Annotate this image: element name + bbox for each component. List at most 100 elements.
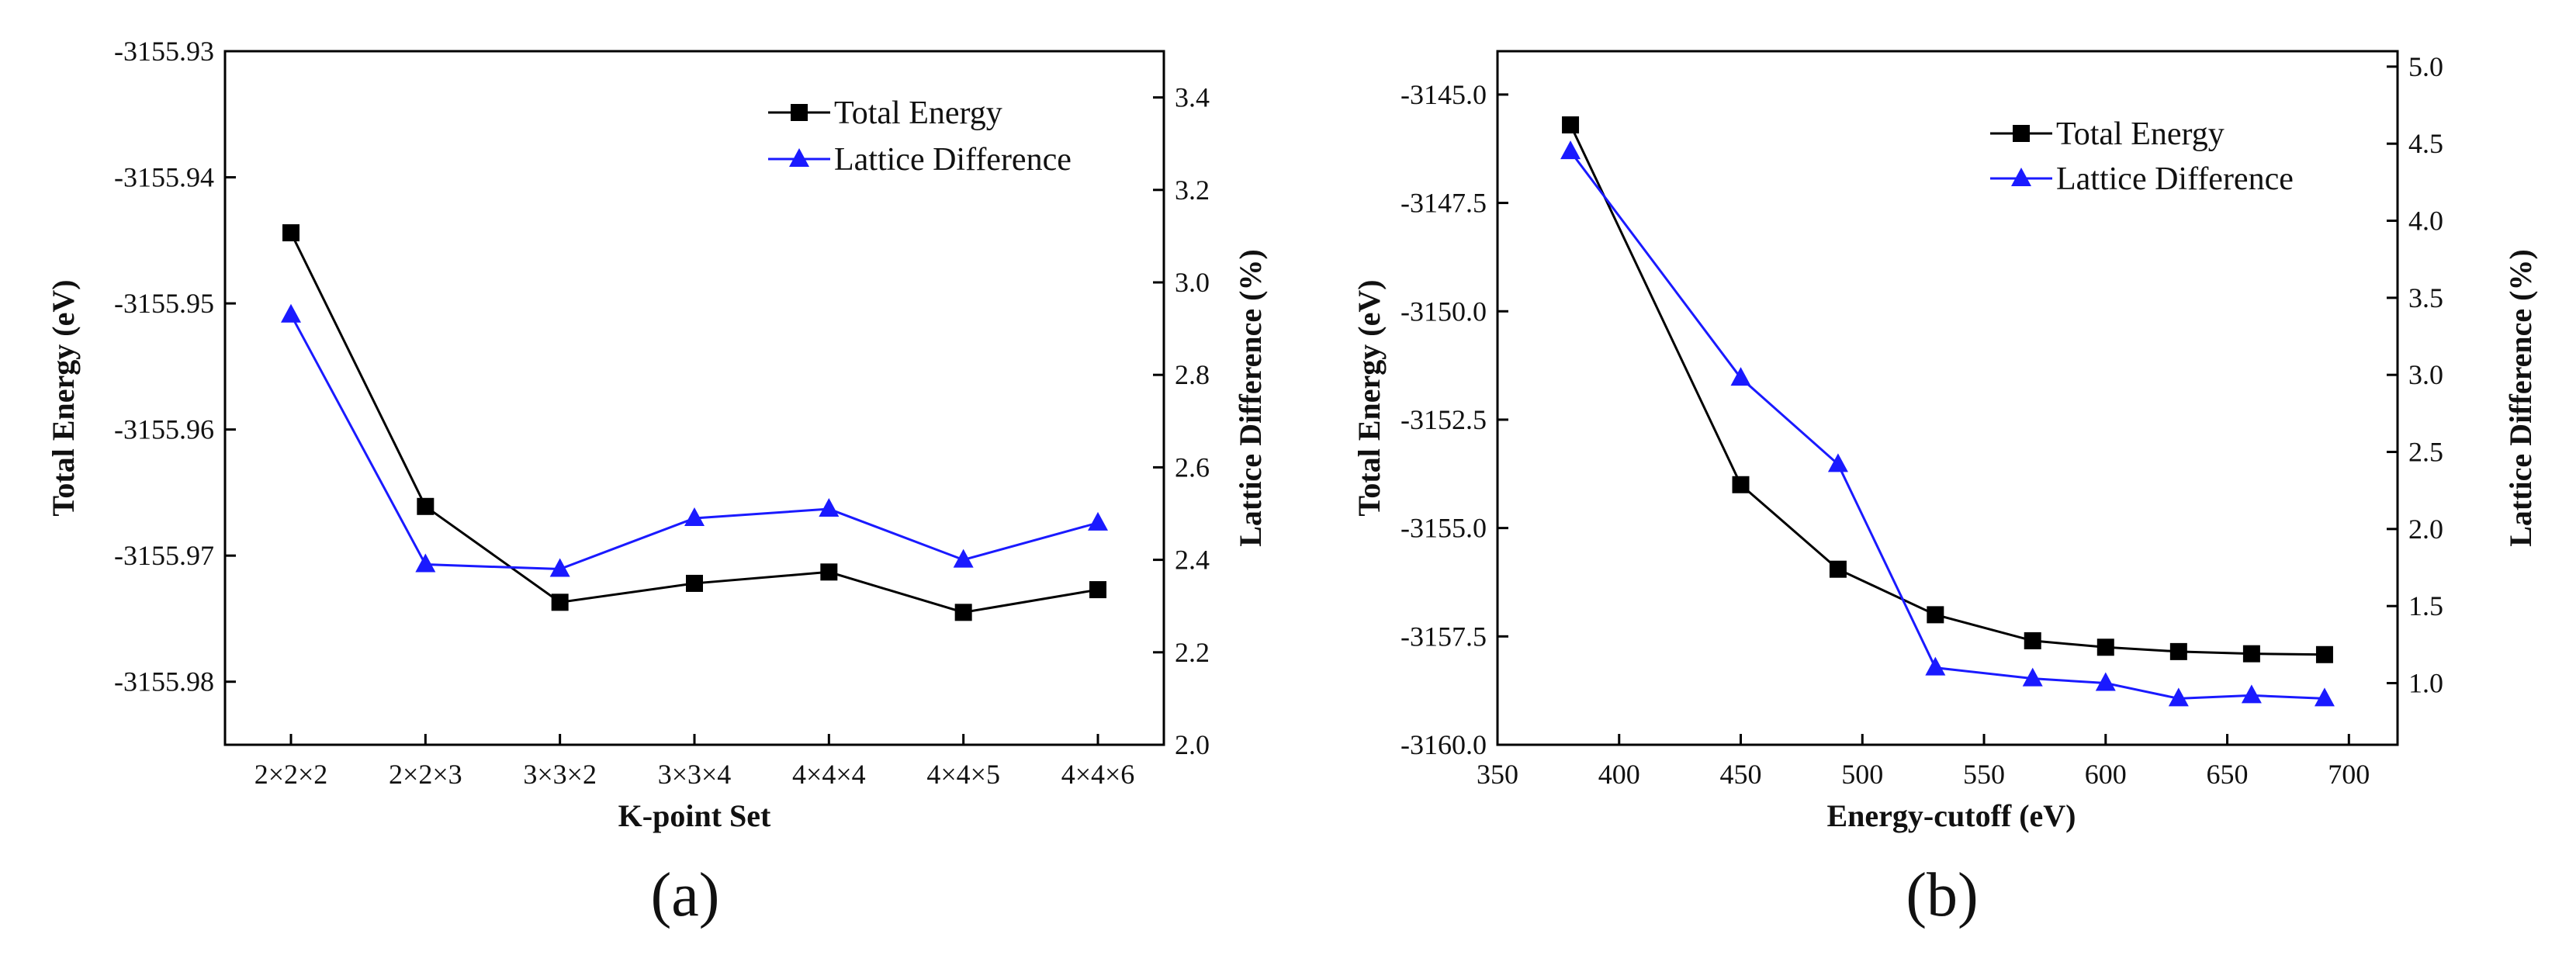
- chart-panel-b: 350 400 450 500 550 600 650 700 -3145.0 -3147.5 -3…: [1352, 50, 2538, 929]
- data-point-lattice-difference: [2168, 687, 2189, 707]
- axis-ticks-b: 350 400 450 500 550 600 650 700 -3145.0 -3147.5 -3…: [1401, 51, 2443, 790]
- y-tick-label-right: 3.0: [1175, 267, 1210, 298]
- data-point-lattice-difference: [953, 548, 974, 568]
- y-tick-label-right: 5.0: [2408, 51, 2443, 82]
- y-tick-label-right: 4.5: [2408, 128, 2443, 159]
- data-point-total-energy: [954, 604, 972, 621]
- x-tick-label: 4×4×6: [1061, 759, 1135, 790]
- legend-label-total-energy-b: Total Energy: [2056, 116, 2225, 152]
- x-tick-label: 700: [2328, 759, 2370, 790]
- data-point-lattice-difference: [2095, 672, 2116, 691]
- y-tick-label-right: 1.0: [2408, 668, 2443, 699]
- plot-frame-b: [1496, 50, 2399, 746]
- y-tick-label-right: 4.0: [2408, 206, 2443, 237]
- y-tick-label-right: 2.2: [1175, 637, 1210, 668]
- y-tick-label-right: 2.4: [1175, 545, 1210, 576]
- y-tick-label-left: -3155.93: [114, 36, 214, 67]
- y-axis-title-left-b: Total Energy (eV): [1352, 279, 1387, 516]
- data-point-total-energy: [820, 563, 838, 581]
- data-point-lattice-difference: [2022, 667, 2043, 687]
- data-point-total-energy: [551, 593, 569, 611]
- data-point-total-energy: [417, 497, 435, 515]
- data-point-total-energy: [2315, 645, 2333, 663]
- series-line-total-energy: [1569, 124, 2325, 656]
- x-axis-title-a: K-point Set: [618, 798, 771, 833]
- y-tick-label-left: -3155.95: [114, 288, 214, 319]
- y-tick-label-left: -3155.94: [114, 162, 214, 193]
- y-tick-label-right: 3.0: [2408, 359, 2443, 390]
- x-tick-label: 4×4×5: [926, 759, 1000, 790]
- x-tick-label: 400: [1598, 759, 1640, 790]
- y-tick-label-right: 1.5: [2408, 590, 2443, 621]
- y-tick-label-left: -3155.96: [114, 414, 214, 445]
- chart-marks-b: [1560, 116, 2335, 707]
- x-tick-label: 500: [1841, 759, 1883, 790]
- y-tick-label-left: -3157.5: [1401, 621, 1487, 652]
- data-point-total-energy: [1829, 560, 1847, 578]
- y-tick-label-right: 3.5: [2408, 282, 2443, 313]
- y-tick-label-right: 2.5: [2408, 437, 2443, 468]
- data-point-total-energy: [686, 574, 703, 592]
- legend-a: Total Energy Lattice Difference: [768, 95, 1072, 178]
- legend-label-lattice-difference-a: Lattice Difference: [834, 142, 1072, 178]
- data-point-lattice-difference: [2314, 687, 2335, 707]
- y-axis-title-right-b: Lattice Difference (%): [2503, 249, 2538, 547]
- x-tick-label: 3×3×2: [523, 759, 597, 790]
- axis-ticks-a: 2×2×2 2×2×3 3×3×2 3×3×4 4×4×4 4×4×5 4×4×6 -3155…: [114, 36, 1210, 790]
- y-tick-label-left: -3160.0: [1401, 729, 1487, 760]
- data-point-lattice-difference: [1560, 140, 1581, 160]
- y-tick-label-left: -3155.97: [114, 540, 214, 571]
- y-tick-label-right: 3.2: [1175, 175, 1210, 206]
- legend-label-total-energy-a: Total Energy: [834, 95, 1002, 131]
- y-tick-label-right: 2.0: [2408, 514, 2443, 545]
- legend-marker-lattice-difference-a: [789, 148, 809, 167]
- y-tick-label-left: -3147.5: [1401, 188, 1487, 219]
- series-line-lattice-difference: [289, 314, 1099, 571]
- x-tick-label: 450: [1720, 759, 1762, 790]
- chart-marks-a: [281, 224, 1108, 621]
- series-line-lattice-difference: [1569, 151, 2325, 700]
- data-point-total-energy: [2169, 642, 2187, 660]
- x-tick-label: 350: [1477, 759, 1518, 790]
- data-point-lattice-difference: [819, 498, 840, 517]
- data-point-lattice-difference: [549, 558, 570, 577]
- data-point-total-energy: [282, 224, 299, 242]
- data-point-lattice-difference: [1827, 453, 1848, 472]
- x-tick-label: 650: [2207, 759, 2249, 790]
- y-axis-title-left-a: Total Energy (eV): [46, 279, 81, 516]
- y-tick-label-right: 2.0: [1175, 729, 1210, 760]
- legend-label-lattice-difference-b: Lattice Difference: [2056, 161, 2294, 197]
- y-tick-label-left: -3155.0: [1401, 513, 1487, 544]
- y-tick-label-right: 3.4: [1175, 82, 1210, 113]
- data-point-lattice-difference: [2241, 684, 2262, 704]
- legend-marker-lattice-difference-b: [2011, 168, 2031, 186]
- y-tick-label-left: -3145.0: [1401, 79, 1487, 110]
- x-tick-label: 3×3×4: [658, 759, 732, 790]
- data-point-lattice-difference: [415, 553, 436, 573]
- y-tick-label-left: -3152.5: [1401, 404, 1487, 435]
- chart-panel-a: 2×2×2 2×2×3 3×3×2 3×3×4 4×4×4 4×4×5 4×4×6 -3155…: [46, 36, 1268, 929]
- x-tick-label: 600: [2085, 759, 2127, 790]
- x-tick-label: 4×4×4: [792, 759, 866, 790]
- data-point-lattice-difference: [684, 507, 705, 526]
- panel-label-a: (a): [651, 861, 720, 929]
- data-point-total-energy: [1927, 606, 1944, 624]
- y-tick-label-left: -3150.0: [1401, 296, 1487, 327]
- panel-label-b: (b): [1906, 861, 1978, 929]
- data-point-total-energy: [2242, 645, 2260, 663]
- legend-marker-total-energy-b: [2013, 125, 2030, 142]
- x-tick-label: 550: [1963, 759, 2005, 790]
- data-point-total-energy: [1562, 116, 1580, 133]
- data-point-lattice-difference: [1730, 367, 1751, 386]
- data-point-total-energy: [1089, 581, 1106, 599]
- data-point-lattice-difference: [1925, 656, 1946, 676]
- y-axis-title-right-a: Lattice Difference (%): [1233, 249, 1268, 547]
- legend-b: Total Energy Lattice Difference: [1990, 116, 2294, 197]
- x-tick-label: 2×2×2: [254, 759, 328, 790]
- y-tick-label-right: 2.6: [1175, 452, 1210, 483]
- data-point-lattice-difference: [1088, 511, 1108, 531]
- x-tick-label: 2×2×3: [389, 759, 462, 790]
- data-point-lattice-difference: [281, 303, 301, 323]
- x-axis-title-b: Energy-cutoff (eV): [1827, 798, 2076, 833]
